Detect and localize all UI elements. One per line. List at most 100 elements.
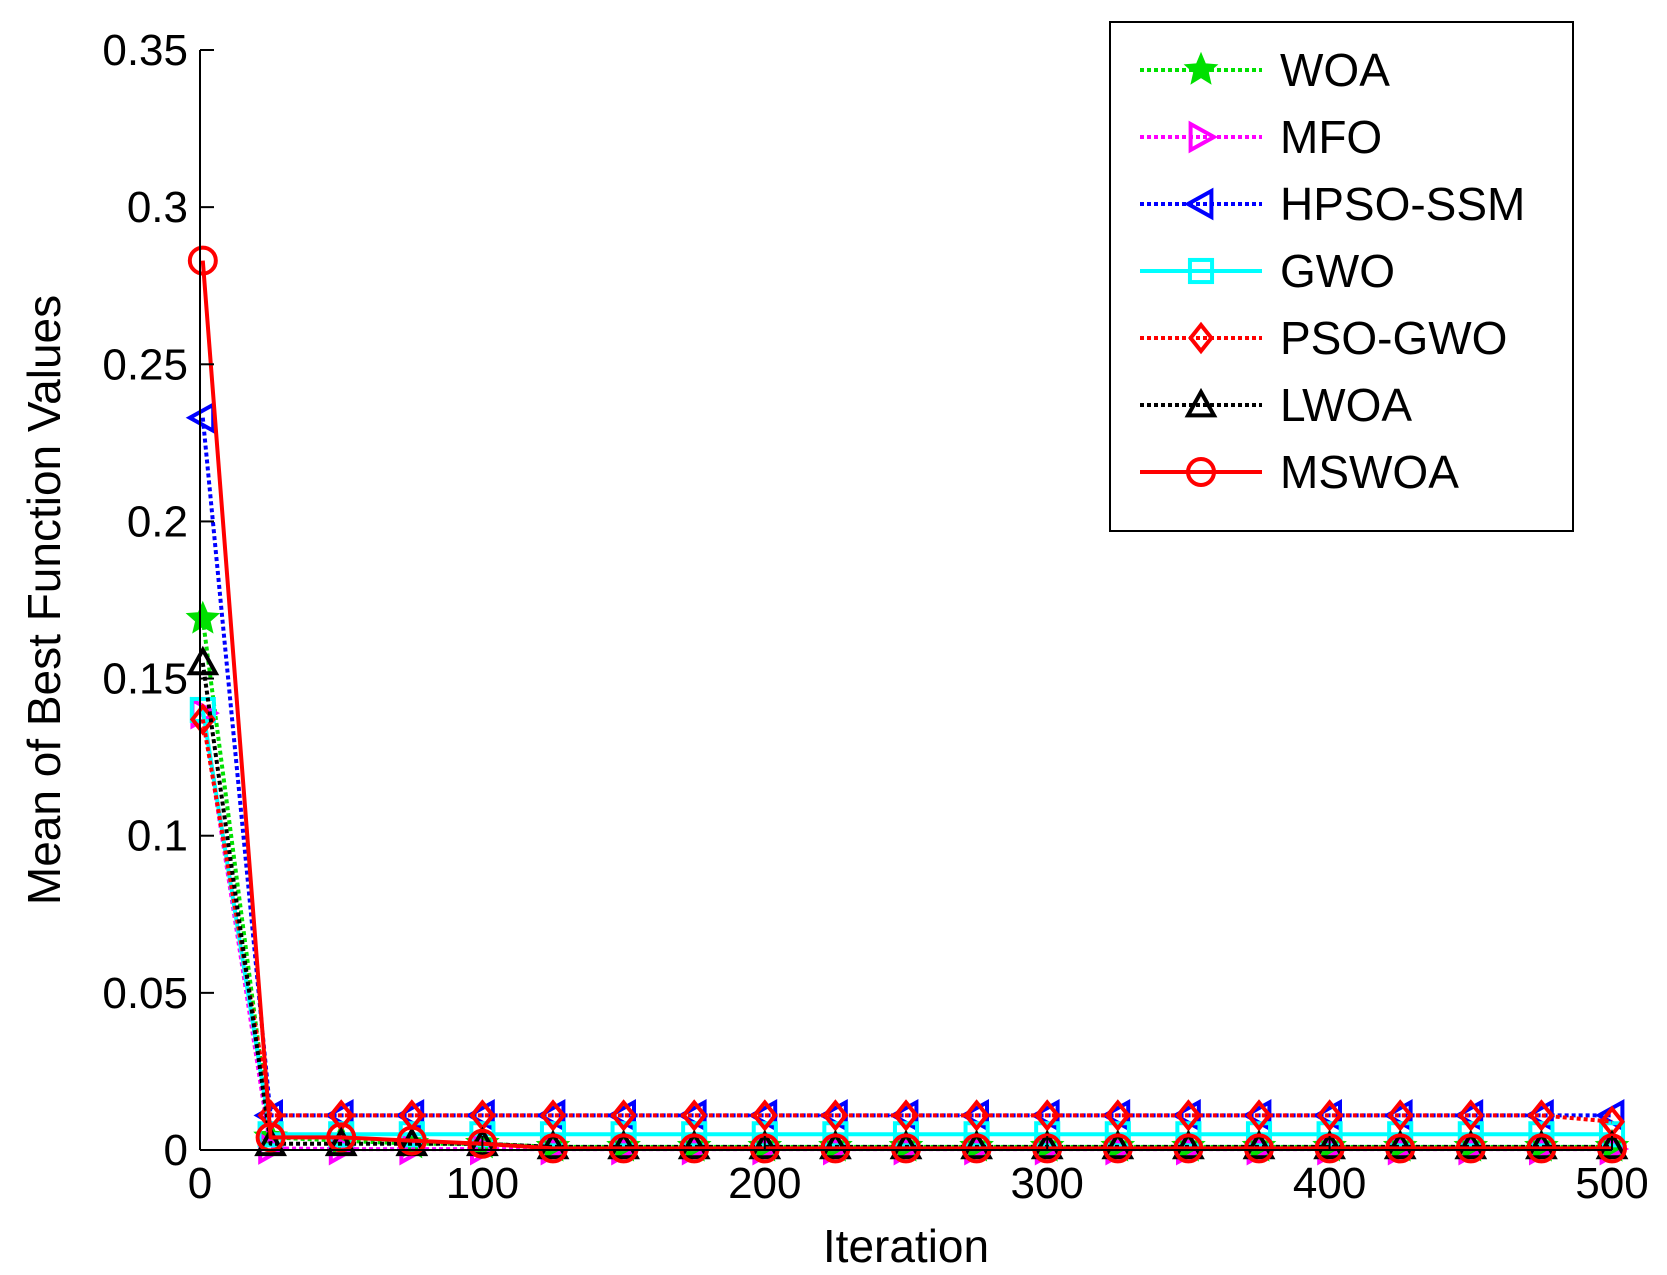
data-point-mswoa bbox=[1314, 1133, 1345, 1164]
legend-label-hpso-ssm: HPSO-SSM bbox=[1280, 178, 1525, 230]
axes-layer: 0 0.05 0.1 0.15 0.2 0.25 0.3 0.35 0 100 200 300 400 5… bbox=[102, 26, 1648, 1208]
data-point-lwoa bbox=[1313, 1129, 1346, 1160]
legend-marker-mfo bbox=[1188, 120, 1219, 154]
legend-marker-pso-gwo bbox=[1188, 321, 1214, 355]
data-point-pso-gwo bbox=[681, 1099, 708, 1132]
legend-marker-lwoa bbox=[1184, 387, 1218, 418]
data-point-lwoa bbox=[677, 1129, 711, 1160]
data-point-lwoa bbox=[1101, 1129, 1135, 1160]
data-point-lwoa bbox=[960, 1129, 993, 1160]
data-point-mswoa bbox=[1526, 1133, 1557, 1164]
data-point-lwoa bbox=[536, 1129, 570, 1160]
legend-label-pso-gwo: PSO-GWO bbox=[1280, 312, 1507, 364]
series-gwo bbox=[189, 696, 1626, 1148]
legend-marker-mswoa bbox=[1186, 457, 1216, 487]
data-point-lwoa bbox=[1242, 1129, 1276, 1160]
data-point-pso-gwo bbox=[1175, 1099, 1202, 1132]
series-line-gwo bbox=[200, 709, 1612, 1137]
data-point-pso-gwo bbox=[1246, 1099, 1272, 1132]
data-point-woa bbox=[185, 600, 221, 634]
x-tick-label: 400 bbox=[1293, 1159, 1366, 1208]
data-point-pso-gwo bbox=[893, 1099, 919, 1132]
data-point-mswoa bbox=[679, 1133, 710, 1164]
data-point-pso-gwo bbox=[751, 1099, 778, 1132]
data-point-lwoa bbox=[1383, 1129, 1417, 1160]
data-point-gwo bbox=[681, 1121, 708, 1148]
series-mfo bbox=[190, 696, 1630, 1166]
data-point-mswoa bbox=[961, 1133, 992, 1164]
x-axis-label: Iteration bbox=[823, 1220, 989, 1272]
series-line-woa bbox=[200, 618, 1612, 1149]
data-point-lwoa bbox=[607, 1129, 640, 1160]
data-point-pso-gwo bbox=[610, 1099, 637, 1132]
data-point-hpso-ssm bbox=[185, 401, 216, 435]
x-tick-label: 100 bbox=[446, 1159, 519, 1208]
data-point-gwo bbox=[1387, 1121, 1414, 1148]
data-point-pso-gwo bbox=[1387, 1099, 1414, 1132]
data-point-pso-gwo bbox=[1528, 1099, 1555, 1132]
legend-item-lwoa: LWOA bbox=[1140, 379, 1412, 431]
series-line-lwoa bbox=[200, 662, 1612, 1149]
series-line-mfo bbox=[200, 712, 1612, 1152]
data-point-gwo bbox=[1457, 1121, 1484, 1148]
series-woa bbox=[185, 600, 1630, 1162]
y-tick-label: 0.25 bbox=[102, 340, 188, 389]
data-point-mswoa bbox=[1244, 1133, 1274, 1164]
data-point-pso-gwo bbox=[963, 1099, 990, 1132]
y-tick-label: 0.2 bbox=[127, 497, 188, 546]
x-tick-label: 300 bbox=[1010, 1159, 1083, 1208]
legend-item-mswoa: MSWOA bbox=[1140, 446, 1459, 498]
y-tick-label: 0 bbox=[164, 1126, 188, 1175]
x-tick-label: 200 bbox=[728, 1159, 801, 1208]
data-point-lwoa bbox=[324, 1126, 358, 1157]
legend: WOA MFO HPSO-SSM GWO PSO-GWO LWOA MSWOA bbox=[1109, 21, 1574, 532]
data-point-lwoa bbox=[1525, 1129, 1558, 1160]
legend-item-woa: WOA bbox=[1140, 44, 1390, 96]
legend-item-hpso-ssm: HPSO-SSM bbox=[1140, 178, 1525, 230]
data-point-gwo bbox=[610, 1121, 637, 1148]
series-pso-gwo bbox=[189, 703, 1625, 1138]
legend-item-pso-gwo: PSO-GWO bbox=[1140, 312, 1507, 364]
data-point-mswoa bbox=[1597, 1133, 1627, 1164]
legend-marker-hpso-ssm bbox=[1183, 187, 1214, 221]
data-point-gwo bbox=[1245, 1121, 1273, 1148]
legend-label-mfo: MFO bbox=[1280, 111, 1382, 163]
legend-item-gwo: GWO bbox=[1140, 245, 1395, 297]
legend-marker-woa bbox=[1183, 51, 1219, 85]
series-lwoa bbox=[186, 645, 1629, 1160]
data-point-lwoa bbox=[1595, 1129, 1629, 1160]
data-point-mswoa bbox=[1102, 1133, 1133, 1164]
data-point-lwoa bbox=[1172, 1129, 1205, 1160]
legend-item-mfo: MFO bbox=[1140, 111, 1382, 163]
data-point-lwoa bbox=[1030, 1129, 1064, 1160]
data-point-pso-gwo bbox=[1316, 1099, 1343, 1132]
series-line-pso-gwo bbox=[200, 719, 1613, 1124]
data-point-mswoa bbox=[1032, 1133, 1063, 1164]
x-tick-label: 0 bbox=[188, 1159, 212, 1208]
data-point-mswoa bbox=[891, 1133, 921, 1164]
data-point-mswoa bbox=[1173, 1133, 1204, 1164]
data-point-mswoa bbox=[187, 245, 218, 276]
legend-label-woa: WOA bbox=[1280, 44, 1390, 96]
series-mswoa bbox=[187, 245, 1627, 1164]
data-point-mswoa bbox=[538, 1133, 568, 1164]
legend-label-lwoa: LWOA bbox=[1280, 379, 1412, 431]
data-point-lwoa bbox=[1454, 1129, 1488, 1160]
y-tick-label: 0.3 bbox=[127, 183, 188, 232]
y-tick-label: 0.35 bbox=[102, 26, 188, 75]
y-tick-label: 0.05 bbox=[102, 969, 188, 1018]
data-point-mswoa bbox=[820, 1133, 851, 1164]
data-point-mswoa bbox=[608, 1133, 639, 1164]
data-point-mswoa bbox=[467, 1128, 498, 1159]
x-tick-label: 500 bbox=[1575, 1159, 1648, 1208]
data-point-gwo bbox=[539, 1121, 567, 1148]
data-point-mswoa bbox=[749, 1133, 780, 1164]
data-point-lwoa bbox=[186, 645, 220, 676]
legend-marker-gwo bbox=[1187, 257, 1215, 285]
data-point-lwoa bbox=[889, 1129, 923, 1160]
series-layer bbox=[185, 245, 1630, 1166]
data-point-pso-gwo bbox=[1104, 1099, 1131, 1132]
legend-label-mswoa: MSWOA bbox=[1280, 446, 1459, 498]
data-point-mswoa bbox=[1385, 1133, 1416, 1164]
